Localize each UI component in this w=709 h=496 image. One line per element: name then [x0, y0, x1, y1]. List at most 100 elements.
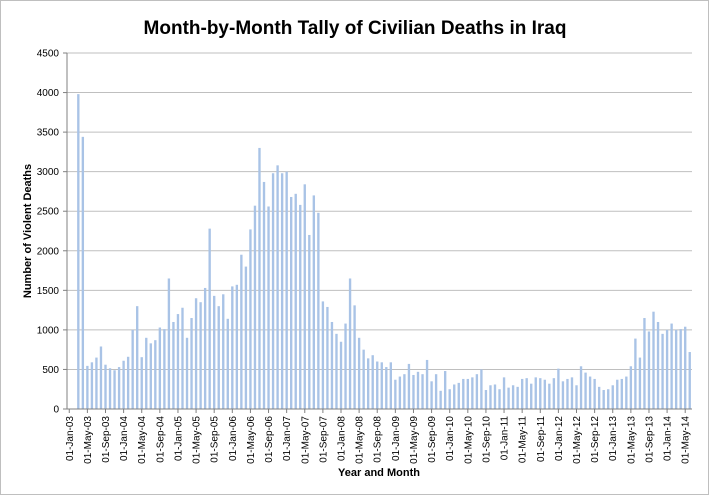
x-tick-label: 01-Sep-11 — [536, 416, 547, 462]
x-tick-label: 01-May-05 — [192, 416, 203, 464]
bar-Aug-10 — [480, 369, 482, 409]
bar-Mar-09 — [403, 374, 405, 409]
x-tick-label: 01-Sep-04 — [155, 416, 166, 463]
bar-Apr-04 — [136, 306, 138, 409]
y-tick-label: 4500 — [37, 49, 60, 60]
bar-May-06 — [249, 229, 251, 409]
bar-Jun-05 — [199, 302, 201, 409]
x-tick-label: 01-May-14 — [681, 416, 692, 464]
bar-Jun-11 — [526, 378, 528, 409]
bar-Mar-05 — [186, 338, 188, 409]
y-tick-label: 0 — [53, 405, 59, 416]
bar-Feb-12 — [562, 381, 564, 409]
bar-Jun-12 — [580, 366, 582, 409]
bar-Feb-04 — [127, 357, 129, 409]
bar-Oct-06 — [272, 173, 274, 409]
bar-Nov-05 — [222, 294, 224, 409]
bar-Jan-08 — [340, 342, 342, 409]
bar-Nov-07 — [331, 322, 333, 409]
x-tick-label: 01-May-03 — [83, 416, 94, 464]
bar-Apr-10 — [462, 379, 464, 409]
bar-May-13 — [630, 366, 632, 409]
bar-Dec-05 — [227, 319, 229, 409]
x-tick-label: 01-Sep-12 — [590, 416, 601, 463]
bar-Nov-06 — [276, 165, 278, 409]
bar-Mar-13 — [621, 379, 623, 409]
bar-Oct-08 — [381, 362, 383, 409]
bar-May-09 — [412, 375, 414, 409]
bar-Mar-06 — [240, 255, 242, 409]
bar-May-11 — [521, 379, 523, 409]
bar-Mar-04 — [131, 330, 133, 409]
bar-Feb-11 — [507, 388, 509, 409]
bar-Jun-06 — [254, 206, 256, 409]
bar-Sep-03 — [104, 365, 106, 409]
bar-Dec-07 — [335, 334, 337, 409]
bar-Oct-04 — [163, 329, 165, 409]
y-tick-label: 1500 — [37, 286, 60, 297]
bar-Dec-06 — [281, 173, 283, 409]
bar-Sep-08 — [376, 362, 378, 409]
bar-Sep-04 — [159, 328, 161, 409]
bar-Oct-12 — [598, 387, 600, 409]
y-tick-label: 1000 — [37, 325, 60, 336]
bar-Aug-07 — [317, 213, 319, 409]
x-axis-label: Year and Month — [338, 467, 420, 479]
bar-Nov-11 — [548, 384, 550, 409]
bar-May-08 — [358, 338, 360, 409]
bar-Jan-07 — [285, 172, 287, 409]
bar-Dec-09 — [444, 371, 446, 409]
bar-Oct-13 — [652, 312, 654, 409]
bar-Jan-11 — [503, 377, 505, 409]
bar-Mar-10 — [458, 383, 460, 409]
bar-Dec-04 — [172, 322, 174, 409]
bar-May-04 — [141, 357, 143, 409]
bar-May-14 — [684, 327, 686, 409]
bar-Apr-08 — [353, 305, 355, 409]
bar-Jan-10 — [449, 389, 451, 409]
bar-Sep-11 — [539, 378, 541, 409]
bar-Apr-07 — [299, 205, 301, 409]
bar-Jan-04 — [122, 361, 124, 409]
bar-Jan-12 — [557, 369, 559, 409]
x-tick-label: 01-Sep-13 — [644, 416, 655, 463]
bar-Oct-10 — [489, 385, 491, 409]
bar-Nov-13 — [657, 322, 659, 409]
bar-Feb-06 — [236, 285, 238, 409]
x-tick-label: 01-May-13 — [626, 416, 637, 464]
bar-Sep-10 — [485, 390, 487, 409]
bar-Jul-09 — [421, 374, 423, 409]
bar-Feb-13 — [616, 380, 618, 409]
bar-Jun-03 — [91, 362, 93, 409]
bar-Dec-13 — [661, 334, 663, 409]
x-tick-label: 01-Jan-14 — [663, 416, 674, 461]
x-tick-label: 01-May-09 — [409, 416, 420, 464]
bar-Jan-13 — [612, 385, 614, 409]
bar-Feb-07 — [290, 197, 292, 409]
bar-Mar-12 — [566, 379, 568, 409]
bar-Sep-09 — [430, 381, 432, 409]
gridlines — [67, 53, 692, 369]
bar-Aug-09 — [426, 360, 428, 409]
bar-Feb-08 — [344, 324, 346, 409]
x-tick-label: 01-Jan-06 — [228, 416, 239, 461]
x-tick-label: 01-Jan-04 — [119, 416, 130, 461]
x-tick-label: 01-Jan-11 — [500, 416, 511, 461]
y-tick-label: 3000 — [37, 167, 60, 178]
x-tick-label: 01-Sep-03 — [101, 416, 112, 463]
bar-Apr-05 — [190, 318, 192, 409]
x-tick-label: 01-Sep-08 — [373, 416, 384, 463]
bar-Jul-04 — [150, 343, 152, 409]
bar-Jul-08 — [367, 358, 369, 409]
bar-Feb-05 — [181, 308, 183, 409]
bar-Aug-03 — [100, 347, 102, 410]
bar-Dec-11 — [553, 378, 555, 409]
bar-May-12 — [575, 385, 577, 409]
bar-Jul-13 — [639, 358, 641, 409]
y-tick-label: 4000 — [37, 88, 60, 99]
bar-Mar-08 — [349, 278, 351, 409]
bar-May-03 — [86, 366, 88, 409]
bar-Sep-13 — [648, 331, 650, 409]
